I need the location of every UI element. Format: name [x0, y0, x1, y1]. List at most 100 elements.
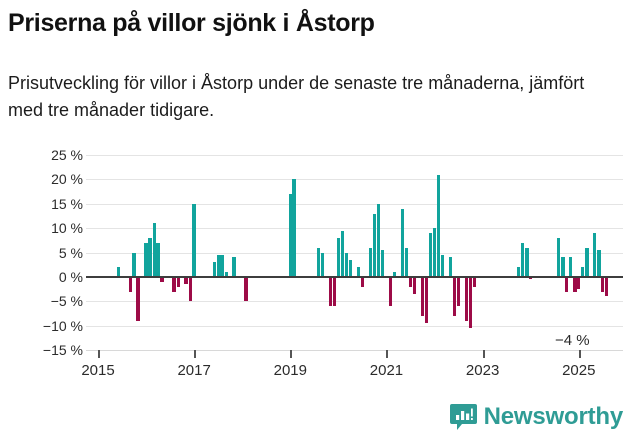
bar: [220, 254, 224, 277]
x-axis-tick-label: 2015: [81, 362, 115, 379]
bar: [436, 174, 441, 277]
bar: [577, 276, 581, 290]
bar: [400, 208, 405, 277]
bar: [188, 276, 192, 302]
bar: [376, 203, 380, 277]
bar: [565, 276, 569, 292]
y-axis-tick-label: 5 %: [58, 244, 83, 261]
chart-subtitle: Prisutveckling för villor i Åstorp under…: [8, 73, 585, 120]
y-axis-tick-label: −10 %: [42, 317, 83, 334]
bar: [392, 272, 397, 277]
bar: [172, 276, 176, 292]
bar: [340, 230, 344, 277]
bar: [453, 276, 457, 316]
x-axis-tick-label: 2019: [273, 362, 307, 379]
last-value-annotation: −4 %: [555, 332, 590, 350]
logo-wordmark: Newsworthy: [483, 403, 624, 430]
bar: [516, 267, 521, 277]
gridline: [86, 228, 623, 230]
gridline: [86, 155, 623, 156]
bar: [465, 276, 469, 321]
bar: [568, 257, 573, 277]
bar: [156, 242, 160, 277]
newsworthy-logo[interactable]: Newsworthy: [449, 403, 624, 431]
bar: [597, 250, 601, 277]
bar: [192, 203, 196, 277]
bar: [212, 262, 217, 277]
bar: [592, 233, 597, 277]
bar: [292, 179, 296, 277]
bar-series: [86, 155, 623, 350]
bar: [408, 276, 413, 287]
bar: [561, 257, 565, 277]
x-axis-tick: [482, 350, 485, 358]
bar: [528, 276, 533, 280]
bar: [441, 254, 445, 277]
bar: [328, 276, 332, 307]
bar: [424, 276, 429, 324]
bar: [472, 276, 477, 287]
gridline: [86, 325, 623, 327]
bar: [116, 267, 120, 277]
x-axis-tick-label: 2021: [369, 362, 404, 379]
x-axis-tick-label: 2025: [562, 362, 596, 379]
bar: [160, 276, 164, 282]
bar: [332, 276, 337, 307]
y-axis-tick-label: 0 %: [58, 268, 83, 285]
bar: [525, 247, 529, 277]
x-axis-line: [86, 350, 623, 351]
x-axis-tick: [194, 350, 197, 358]
bar: [348, 259, 353, 277]
x-axis-tick: [386, 350, 389, 358]
bar: [601, 276, 605, 292]
bar: [128, 276, 132, 292]
bar: [136, 276, 140, 321]
bar: [244, 276, 248, 302]
y-axis-tick-label: 15 %: [51, 195, 83, 212]
chart-area: 25 % 20 % 15 % 10 % 5 % 0 % −5 % −10 % −15 % 201…: [0, 148, 631, 395]
bar: [176, 276, 180, 287]
bar: [388, 276, 392, 307]
x-axis-tick-label: 2017: [177, 362, 211, 379]
bar: [456, 276, 461, 307]
bar: [216, 254, 220, 277]
gridline: [86, 252, 623, 254]
bar: [585, 247, 589, 277]
bar: [320, 252, 325, 277]
bar: [144, 242, 148, 277]
bar: [580, 267, 585, 277]
bar: [344, 252, 349, 277]
bar: [448, 257, 453, 277]
bar: [336, 237, 341, 277]
x-axis-tick-label: 2023: [465, 362, 500, 379]
x-axis-tick: [98, 350, 101, 358]
x-axis: 2015 2017 2019 2021 2023 2025: [81, 350, 623, 395]
bar: [316, 247, 320, 277]
bar: [152, 223, 156, 277]
y-axis-tick-label: 10 %: [51, 220, 83, 237]
bar: [224, 272, 229, 277]
y-axis-tick-label: 25 %: [51, 147, 83, 163]
bar: [404, 247, 409, 277]
x-axis-tick: [578, 350, 581, 358]
bar: [368, 247, 373, 277]
page-title: Priserna på villor sjönk i Åstorp: [8, 9, 375, 37]
zero-line: [86, 275, 623, 278]
bar: [604, 276, 609, 297]
bar: [288, 194, 292, 277]
bar: [232, 257, 236, 277]
gridline: [86, 179, 623, 181]
bar: [380, 250, 385, 277]
bar: [360, 276, 365, 287]
y-axis-tick-label: 20 %: [51, 171, 83, 188]
bar-chart-bubble-icon: [449, 403, 477, 431]
bar: [520, 242, 525, 277]
bar: [420, 276, 425, 316]
bar: [468, 276, 473, 329]
bar: [412, 276, 417, 294]
plot-region: [86, 155, 623, 351]
y-axis-tick-label: −15 %: [42, 342, 83, 358]
bar: [184, 276, 188, 285]
gridline: [86, 203, 623, 205]
